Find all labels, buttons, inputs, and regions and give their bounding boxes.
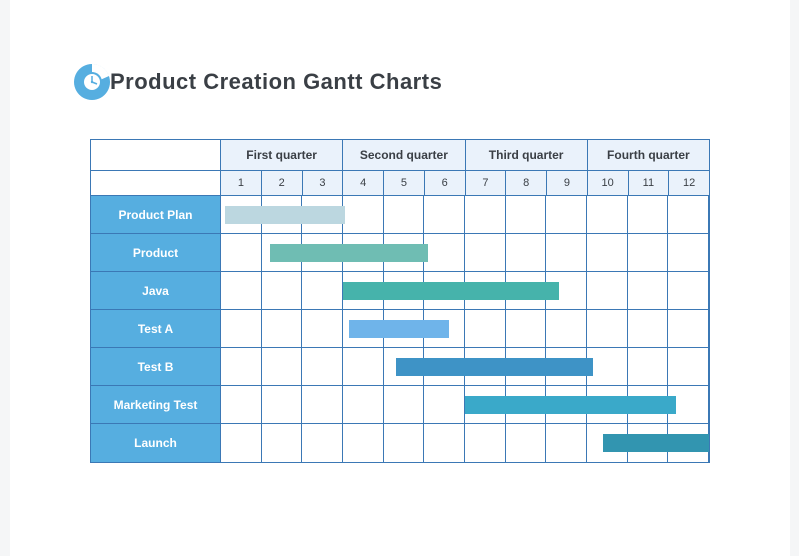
month-header: 5 [384,171,425,195]
gantt-cell [506,424,547,462]
gantt-cell [384,386,425,423]
gantt-cell [302,348,343,385]
month-header: 8 [506,171,547,195]
gantt-cell [262,310,303,347]
gantt-cell [668,272,709,309]
task-label: Launch [91,424,221,462]
gantt-bar [349,320,449,338]
task-label: Product Plan [91,196,221,233]
gantt-cell [587,196,628,233]
task-row: Launch [91,424,709,462]
task-row: Product Plan [91,196,709,234]
task-label: Product [91,234,221,271]
gantt-cell [465,196,506,233]
gantt-cell [424,424,465,462]
gantt-cell [384,424,425,462]
task-label: Test A [91,310,221,347]
task-row: Java [91,272,709,310]
gantt-cell [424,196,465,233]
page-title: Product Creation Gantt Charts [110,69,442,95]
gantt-cell [262,348,303,385]
month-header: 12 [669,171,709,195]
quarter-header: First quarter [221,140,343,171]
gantt-chart: First quarterSecond quarterThird quarter… [90,139,710,463]
gantt-cell [302,386,343,423]
quarter-header: Third quarter [466,140,588,171]
gantt-cell [262,424,303,462]
gantt-cell [343,348,384,385]
task-label: Java [91,272,221,309]
month-header: 10 [588,171,629,195]
title-wrap: Product Creation Gantt Charts [70,60,750,104]
month-header: 4 [343,171,384,195]
month-header: 2 [262,171,303,195]
gantt-cell [221,348,262,385]
month-header: 3 [303,171,344,195]
gantt-cell [628,234,669,271]
header-corner [91,140,221,171]
gantt-cell [384,196,425,233]
gantt-cell [424,386,465,423]
task-row: Marketing Test [91,386,709,424]
gantt-bar [343,282,559,300]
quarter-header: Fourth quarter [588,140,709,171]
gantt-cell [221,424,262,462]
gantt-cell [546,310,587,347]
gantt-bar [396,358,593,376]
task-row: Product [91,234,709,272]
gantt-cell [628,272,669,309]
gantt-cell [506,310,547,347]
month-header: 9 [547,171,588,195]
gantt-cell [506,234,547,271]
gantt-cell [221,272,262,309]
clock-icon [70,60,114,104]
quarter-header: Second quarter [343,140,465,171]
gantt-cell [628,310,669,347]
gantt-cell [343,386,384,423]
gantt-cell [668,234,709,271]
gantt-cell [424,234,465,271]
gantt-bar [603,434,709,452]
gantt-cell [343,196,384,233]
task-label: Marketing Test [91,386,221,423]
gantt-cell [221,310,262,347]
month-header: 1 [221,171,262,195]
gantt-cell [506,196,547,233]
gantt-cell [221,234,262,271]
month-header: 11 [629,171,670,195]
gantt-cell [302,424,343,462]
gantt-cell [262,386,303,423]
gantt-cell [546,424,587,462]
task-row: Test A [91,310,709,348]
month-header: 7 [466,171,507,195]
gantt-cell [465,310,506,347]
gantt-cell [668,310,709,347]
gantt-cell [465,234,506,271]
gantt-cell [668,196,709,233]
gantt-cell [302,272,343,309]
gantt-cell [587,348,628,385]
gantt-cell [546,196,587,233]
gantt-cell [221,386,262,423]
gantt-cell [343,424,384,462]
gantt-bar [225,206,345,224]
gantt-cell [262,272,303,309]
gantt-cell [465,424,506,462]
gantt-cell [587,234,628,271]
month-header: 6 [425,171,466,195]
gantt-cell [302,310,343,347]
gantt-cell [628,348,669,385]
task-row: Test B [91,348,709,386]
gantt-cell [546,234,587,271]
gantt-cell [587,272,628,309]
header-corner [91,171,221,195]
task-label: Test B [91,348,221,385]
gantt-bar [270,244,429,262]
gantt-cell [587,310,628,347]
gantt-bar [465,396,676,414]
gantt-cell [628,196,669,233]
gantt-cell [668,348,709,385]
